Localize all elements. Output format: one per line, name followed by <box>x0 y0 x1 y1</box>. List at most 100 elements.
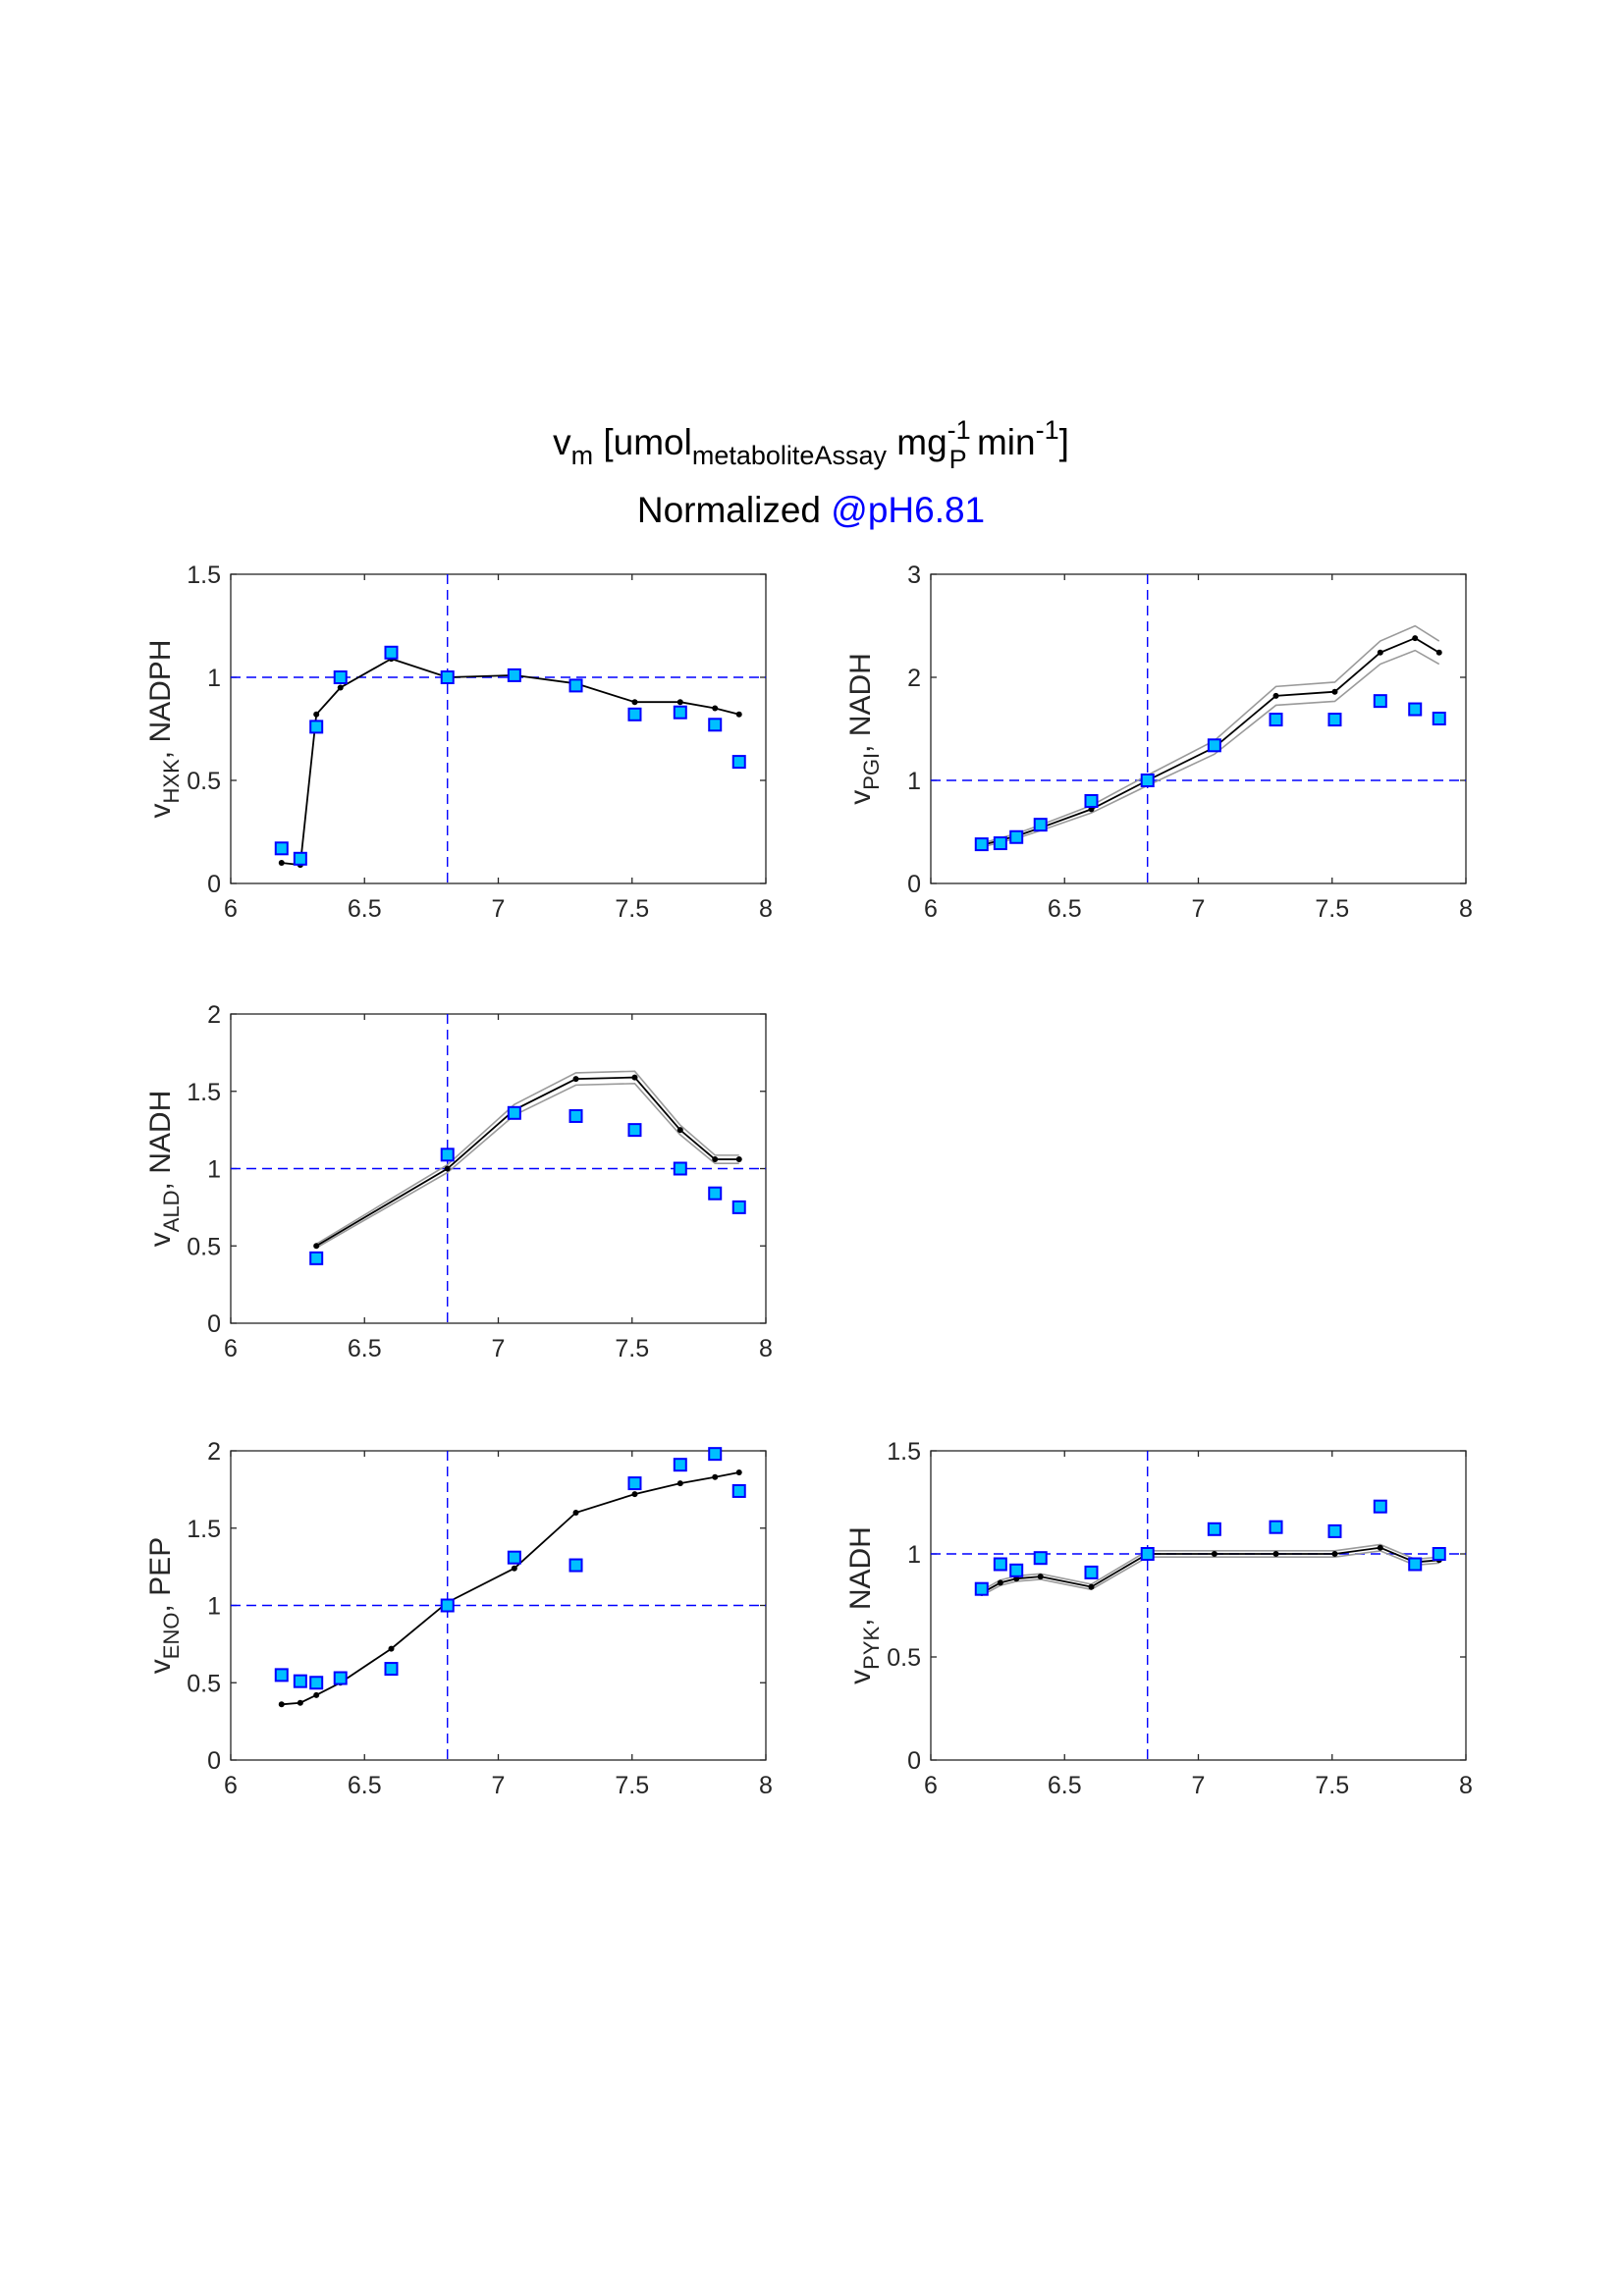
data-point-marker <box>440 1148 455 1162</box>
data-point-marker <box>1033 818 1048 832</box>
figure-title: vm [umolmetaboliteAssay mg-1 P min-1] Nor… <box>553 415 1069 530</box>
x-tick-label: 8 <box>1459 895 1473 923</box>
data-point-marker <box>708 1186 723 1201</box>
data-point-marker <box>333 670 348 684</box>
x-tick-label: 6 <box>224 1772 238 1799</box>
y-tick-label: 1 <box>907 768 921 795</box>
data-point-marker <box>708 1447 723 1462</box>
model-point <box>1272 1551 1279 1557</box>
data-point-marker <box>1207 1522 1221 1536</box>
y-tick-label: 1.5 <box>187 561 221 589</box>
x-tick-label: 8 <box>759 1772 773 1799</box>
y-tick-label: 2 <box>207 1438 221 1466</box>
model-point <box>712 705 719 712</box>
data-point-marker <box>333 1671 348 1685</box>
data-point-marker <box>440 670 455 684</box>
y-tick-label: 0.5 <box>887 1644 921 1672</box>
x-tick-label: 6.5 <box>348 1335 382 1362</box>
data-point-marker <box>1327 713 1342 727</box>
y-axis-label: vENO, PEP <box>144 1537 184 1674</box>
chart-panel-ald: 6 6.5 7 7.5 8 0 0.5 1 1.5 2 vALD, NADH <box>144 1001 773 1362</box>
data-point-marker <box>1140 1547 1155 1561</box>
x-tick-label: 8 <box>759 895 773 923</box>
y-tick-label: 1 <box>207 1593 221 1621</box>
data-point-marker <box>568 1558 583 1573</box>
panels: 6 6.5 7 7.5 8 0 0.5 1 1.5 vHXK, NADPH 6 6.5 7 7.5 8 0 1 2… <box>144 561 1473 1799</box>
x-tick-label: 6 <box>924 895 938 923</box>
data-point-marker <box>1009 829 1024 844</box>
y-tick-label: 0.5 <box>187 1233 221 1260</box>
model-point <box>631 1074 638 1081</box>
model-line <box>281 1471 739 1706</box>
model-point <box>997 1579 1003 1586</box>
model-band-upper <box>315 1070 739 1245</box>
x-tick-label: 7.5 <box>615 1335 649 1362</box>
model-band-lower <box>981 1550 1439 1597</box>
model-band-lower <box>315 1083 739 1249</box>
y-tick-label: 1 <box>907 1541 921 1569</box>
x-tick-label: 7 <box>1192 895 1206 923</box>
data-point-marker <box>731 1483 746 1498</box>
model-point <box>735 1469 742 1476</box>
axes-box <box>930 1450 1467 1761</box>
model-line <box>281 658 739 867</box>
model-point <box>712 1156 719 1163</box>
data-point-marker <box>1084 794 1099 808</box>
data-point-marker <box>1408 702 1423 717</box>
y-tick-label: 0 <box>207 1747 221 1775</box>
y-tick-label: 0 <box>907 871 921 898</box>
data-point-marker <box>1269 713 1283 727</box>
model-point <box>1331 1551 1338 1557</box>
x-tick-label: 6.5 <box>1048 895 1082 923</box>
data-point-marker <box>974 1581 989 1596</box>
model-point <box>1435 649 1442 656</box>
data-point-marker <box>731 755 746 770</box>
y-tick-label: 3 <box>907 561 921 589</box>
model-point <box>1377 649 1383 656</box>
data-point-marker <box>1432 1547 1446 1561</box>
x-tick-label: 7.5 <box>615 1772 649 1799</box>
model-point <box>511 1565 517 1572</box>
model-point <box>1088 1583 1095 1590</box>
model-point <box>388 1645 395 1652</box>
data-point-marker <box>1408 1557 1423 1572</box>
model-point <box>1412 635 1419 642</box>
model-point <box>313 1691 320 1698</box>
data-point-marker <box>673 1161 687 1176</box>
data-point-marker <box>568 678 583 693</box>
data-point-marker <box>274 1668 289 1682</box>
x-tick-label: 7.5 <box>1315 895 1349 923</box>
model-point <box>712 1473 719 1480</box>
y-axis-label: vPYK, NADH <box>844 1526 884 1684</box>
model-point <box>278 860 285 866</box>
y-tick-label: 2 <box>207 1001 221 1029</box>
data-point-marker <box>309 720 324 734</box>
x-tick-label: 8 <box>1459 1772 1473 1799</box>
data-point-marker <box>309 1251 324 1265</box>
y-tick-label: 1.5 <box>887 1438 921 1466</box>
model-point <box>572 1510 579 1516</box>
chart-panel-pgi: 6 6.5 7 7.5 8 0 1 2 3 vPGI, NADH <box>844 561 1473 923</box>
y-axis-label: vPGI, NADH <box>844 653 884 805</box>
model-point <box>676 1127 683 1134</box>
data-point-marker <box>1084 1565 1099 1579</box>
chart-panel-pyk: 6 6.5 7 7.5 8 0 0.5 1 1.5 vPYK, NADH <box>844 1438 1473 1799</box>
data-point-marker <box>384 645 399 660</box>
data-point-marker <box>293 1674 307 1688</box>
model-point <box>313 1243 320 1250</box>
model-point <box>1272 692 1279 699</box>
model-point <box>735 1156 742 1163</box>
data-point-marker <box>274 841 289 856</box>
chart-panel-hxk: 6 6.5 7 7.5 8 0 0.5 1 1.5 vHXK, NADPH <box>144 561 773 923</box>
model-point <box>631 1491 638 1498</box>
x-tick-label: 6 <box>224 1335 238 1362</box>
x-tick-label: 6 <box>224 895 238 923</box>
data-point-marker <box>974 837 989 852</box>
model-point <box>1037 1574 1044 1580</box>
data-point-marker <box>993 1557 1007 1572</box>
data-point-marker <box>384 1662 399 1677</box>
data-point-marker <box>507 1550 521 1565</box>
data-point-marker <box>673 705 687 720</box>
x-tick-label: 7 <box>1192 1772 1206 1799</box>
